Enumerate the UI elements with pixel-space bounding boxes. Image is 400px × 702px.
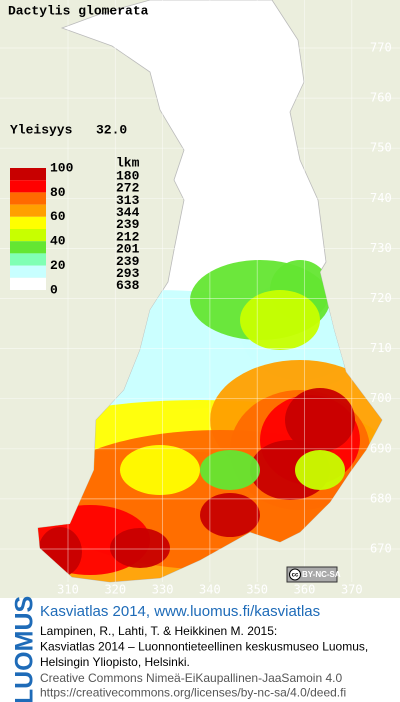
northing-label: 730: [370, 241, 392, 255]
count: 344: [116, 205, 140, 220]
northing-label: 710: [370, 341, 392, 355]
cell-cluster: [120, 445, 200, 495]
license-line: https://creativecommons.org/licenses/by-…: [40, 686, 346, 700]
count: 293: [116, 266, 140, 281]
cell-cluster: [240, 290, 320, 350]
citation-line: Helsingin Yliopisto, Helsinki.: [40, 655, 190, 669]
count: 201: [116, 242, 140, 257]
count: 239: [116, 217, 140, 232]
legend-swatch: [10, 216, 46, 229]
badge-icon: [289, 568, 301, 581]
cell-cluster: [200, 450, 260, 490]
easting-label: 310: [57, 583, 79, 597]
easting-label: 320: [104, 583, 126, 597]
species-title: Dactylis glomerata: [8, 3, 149, 18]
legend-swatch: [10, 204, 46, 217]
easting-label: 370: [341, 583, 363, 597]
scale-label: 0: [50, 282, 58, 297]
legend-swatch: [10, 277, 46, 290]
easting-label: 330: [152, 583, 174, 597]
scale-label: 40: [50, 234, 66, 249]
license-badge: cc BY-NC-SA: [286, 566, 341, 583]
northing-label: 740: [370, 191, 392, 205]
legend-swatch: [10, 265, 46, 278]
cell-cluster: [285, 388, 355, 452]
count: 313: [116, 193, 140, 208]
cell-cluster: [110, 528, 170, 568]
legend-swatch: [10, 192, 46, 205]
coordinate-grid: 770 760 750 740 730 720 710 700 690 680 670 310 320 3…: [0, 0, 400, 597]
northing-label: 720: [370, 291, 392, 305]
northing-label: 700: [370, 391, 392, 405]
northing-label: 690: [370, 441, 392, 455]
cell-cluster: [295, 450, 345, 490]
legend-swatch: [10, 168, 46, 181]
scale-label: 20: [50, 258, 66, 273]
northing-label: 670: [370, 542, 392, 556]
northing-label: 680: [370, 491, 392, 505]
count: 272: [116, 181, 140, 196]
easting-label: 340: [199, 583, 221, 597]
northing-label: 760: [370, 91, 392, 105]
scale-label: 80: [50, 185, 66, 200]
easting-label: 350: [246, 583, 268, 597]
cell-cluster: [200, 493, 260, 537]
northing-label: 770: [370, 41, 392, 55]
logo: LUOMUS: [11, 596, 39, 702]
citation-line: Kasviatlas 2014 – Luonnontieteellinen ke…: [40, 640, 368, 654]
legend: 100806040200lkm1802723133442392122012392…: [10, 155, 140, 297]
footer-text: Lampinen, R., Lahti, T. & Heikkinen M. 2…: [40, 624, 368, 700]
northing-label: 750: [370, 141, 392, 155]
frequency-label: Yleisyys: [10, 122, 73, 137]
count: 638: [116, 278, 140, 293]
frequency-value: 32.0: [96, 122, 127, 137]
count: 212: [116, 229, 140, 244]
legend-swatch: [10, 253, 46, 266]
legend-swatch: [10, 180, 46, 193]
easting-label: 360: [294, 583, 316, 597]
license-line: Creative Commons Nimeä-EiKaupallinen-Jaa…: [40, 671, 342, 685]
count: 180: [116, 168, 140, 183]
footer-heading: Kasviatlas 2014, www.luomus.fi/kasviatla…: [40, 603, 320, 620]
count-header: lkm: [116, 155, 140, 170]
legend-swatch: [10, 229, 46, 242]
scale-label: 100: [50, 160, 74, 175]
badge-text: BY-NC-SA: [302, 570, 341, 579]
count: 239: [116, 254, 140, 269]
citation-line: Lampinen, R., Lahti, T. & Heikkinen M. 2…: [40, 624, 277, 638]
scale-label: 60: [50, 209, 66, 224]
legend-swatch: [10, 241, 46, 254]
badge-icon-text: cc: [292, 573, 299, 579]
